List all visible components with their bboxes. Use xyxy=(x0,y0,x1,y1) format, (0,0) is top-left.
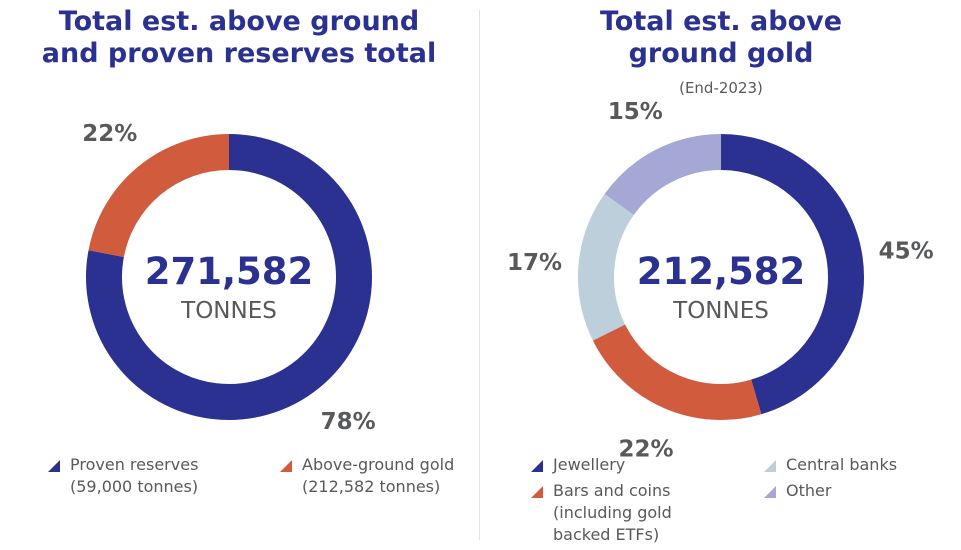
panel-above-ground-gold: Total est. above ground gold (End-2023) … xyxy=(481,0,961,550)
chart-title: Total est. above ground gold xyxy=(481,6,961,70)
pct-label-other: 15% xyxy=(608,99,663,125)
donut-chart: 271,582 TONNES 78% 22% xyxy=(82,121,376,435)
center-unit: TONNES xyxy=(672,298,769,324)
pct-label-jewellery: 45% xyxy=(879,238,934,264)
legend-item-bars-and-coins: Bars and coins (including gold backed ET… xyxy=(531,480,706,546)
panel-reserves-total: Total est. above ground and proven reser… xyxy=(0,0,478,550)
chart-title: Total est. above ground and proven reser… xyxy=(0,6,478,70)
legend-label: Central banks xyxy=(786,455,898,474)
legend-label: Bars and coins (including gold backed ET… xyxy=(553,481,672,544)
legend-label: Jewellery xyxy=(553,455,626,474)
legend-marker xyxy=(764,486,776,498)
donut-chart: 212,582 TONNES 45% 22% 17% 15% xyxy=(507,99,934,463)
legend-item-jewellery: Jewellery xyxy=(531,454,731,476)
pct-label-bars-and-coins: 22% xyxy=(618,436,673,462)
chart-subtitle: (End-2023) xyxy=(679,79,763,97)
slice-other xyxy=(604,134,722,216)
slice-above-ground-gold xyxy=(88,134,230,258)
title-line-2: ground gold xyxy=(628,38,814,69)
legend-item-other: Other xyxy=(764,480,954,502)
pct-label-central-banks: 17% xyxy=(507,250,562,276)
title-line-2: and proven reserves total xyxy=(41,38,437,69)
center-unit: TONNES xyxy=(180,298,277,324)
panel-divider xyxy=(479,10,480,540)
legend-marker xyxy=(280,460,292,472)
legend-marker xyxy=(531,486,543,498)
slice-proven-reserves xyxy=(86,134,372,420)
slice-jewellery xyxy=(720,134,864,415)
title-line-1: Total est. above ground xyxy=(58,6,420,37)
legend-marker xyxy=(531,460,543,472)
pct-label-above-ground-gold: 22% xyxy=(82,121,137,147)
legend-marker xyxy=(764,460,776,472)
slice-bars-and-coins xyxy=(592,324,762,420)
legend-item-above-ground-gold: Above-ground gold (212,582 tonnes) xyxy=(280,454,460,498)
legend-marker xyxy=(48,460,60,472)
legend-item-central-banks: Central banks xyxy=(764,454,954,476)
legend-label: Proven reserves (59,000 tonnes) xyxy=(70,455,199,496)
center-value: 271,582 xyxy=(145,250,314,293)
legend-item-proven-reserves: Proven reserves (59,000 tonnes) xyxy=(48,454,238,498)
pct-label-proven-reserves: 78% xyxy=(321,409,376,435)
legend-label: Other xyxy=(786,481,832,500)
slice-central-banks xyxy=(578,194,635,341)
legend-label: Above-ground gold (212,582 tonnes) xyxy=(302,455,455,496)
center-value: 212,582 xyxy=(637,250,806,293)
title-line-1: Total est. above xyxy=(599,6,843,37)
